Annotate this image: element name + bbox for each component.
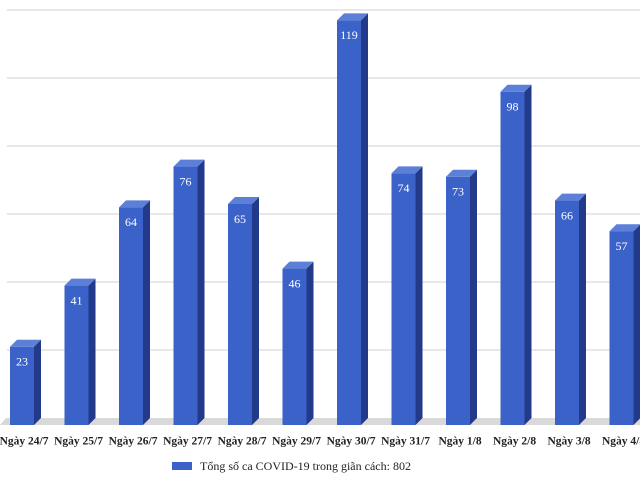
bar-top — [555, 193, 586, 201]
value-label: 73 — [452, 185, 464, 199]
bar-top — [64, 278, 96, 286]
value-label: 76 — [180, 174, 192, 188]
bar-side — [143, 200, 150, 425]
x-tick-label: Ngày 3/8 — [547, 436, 590, 448]
bar — [391, 173, 416, 425]
bar-top — [446, 169, 477, 177]
bar — [337, 20, 361, 426]
value-label: 74 — [398, 181, 410, 195]
bar — [119, 207, 143, 425]
bar — [64, 285, 89, 425]
bar-side — [633, 224, 640, 425]
x-tick-label: Ngày 24/7 — [0, 436, 49, 448]
bar — [609, 231, 634, 425]
x-tick-label: Ngày 29/7 — [272, 436, 321, 448]
bar-side — [361, 13, 368, 426]
bar-side — [470, 169, 477, 425]
value-label: 98 — [507, 100, 519, 114]
bar — [446, 176, 470, 425]
bar-side — [34, 339, 41, 425]
bar-top — [119, 200, 150, 208]
bar — [173, 166, 198, 425]
bar-top — [609, 224, 640, 232]
x-tick-label: Ngày 1/8 — [438, 436, 481, 448]
bar-side — [579, 193, 586, 425]
bar — [282, 268, 307, 425]
bar-side — [524, 84, 532, 426]
value-label: 46 — [289, 276, 301, 290]
bar — [10, 346, 34, 425]
value-label: 66 — [561, 208, 573, 222]
value-label: 57 — [616, 239, 628, 253]
bar-top — [228, 197, 259, 204]
bar — [228, 204, 252, 425]
legend-label: Tổng số ca COVID-19 trong giãn cách: 802 — [200, 459, 411, 473]
value-label: 23 — [16, 355, 28, 369]
bar-top — [391, 166, 423, 174]
bar-top — [173, 159, 205, 167]
bar-top — [10, 339, 41, 347]
value-label: 41 — [71, 293, 83, 307]
legend-swatch — [172, 462, 192, 470]
bar — [555, 200, 579, 425]
x-tick-label: Ngày 27/7 — [163, 436, 212, 448]
x-tick-label: Ngày 30/7 — [327, 436, 376, 448]
x-tick-label: Ngày 25/7 — [54, 436, 103, 448]
bar-side — [197, 159, 205, 425]
bar-top — [282, 261, 314, 269]
bar-side — [88, 278, 96, 425]
value-label: 64 — [125, 215, 137, 229]
value-label: 65 — [234, 212, 246, 226]
x-tick-label: Ngày 4/8 — [602, 436, 640, 448]
x-tick-label: Ngày 28/7 — [218, 436, 267, 448]
x-tick-label: Ngày 31/7 — [381, 436, 430, 448]
bar-side — [252, 197, 259, 425]
bar-top — [500, 84, 532, 92]
value-label: 119 — [340, 28, 358, 42]
bar-side — [306, 261, 314, 425]
x-tick-label: Ngày 26/7 — [109, 436, 158, 448]
bar — [500, 91, 525, 426]
x-tick-label: Ngày 2/8 — [493, 436, 536, 448]
bar-top — [337, 13, 368, 21]
bar-side — [415, 166, 423, 425]
floor — [0, 418, 640, 425]
